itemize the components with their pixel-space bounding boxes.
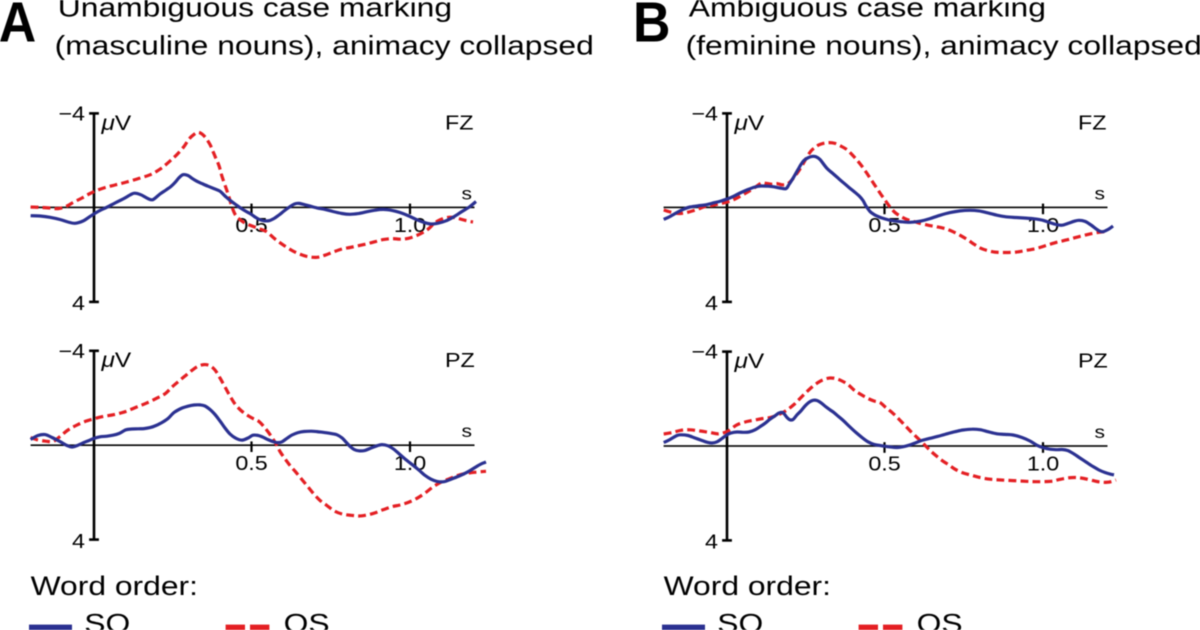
svg-text:−4: −4	[58, 102, 85, 125]
svg-text:Word order:: Word order:	[664, 571, 831, 601]
svg-text:1.0: 1.0	[1027, 452, 1059, 475]
svg-text:Unambiguous case marking: Unambiguous case marking	[58, 0, 452, 23]
svg-text:s: s	[1095, 422, 1106, 442]
svg-text:A: A	[0, 0, 36, 54]
svg-text:μV: μV	[100, 348, 132, 372]
svg-text:μV: μV	[733, 349, 765, 373]
svg-text:Ambiguous case marking: Ambiguous case marking	[689, 0, 1046, 23]
svg-text:(masculine nouns), animacy col: (masculine nouns), animacy collapsed	[55, 31, 594, 61]
svg-text:−4: −4	[691, 102, 718, 125]
svg-text:OS: OS	[284, 609, 330, 630]
svg-text:Word order:: Word order:	[31, 571, 198, 601]
svg-text:0.5: 0.5	[868, 214, 900, 237]
svg-text:FZ: FZ	[1078, 111, 1106, 134]
svg-text:PZ: PZ	[445, 348, 475, 371]
svg-text:FZ: FZ	[445, 111, 473, 134]
svg-text:−4: −4	[58, 339, 85, 362]
svg-text:s: s	[462, 184, 473, 204]
svg-text:SO: SO	[84, 609, 130, 630]
svg-text:SO: SO	[717, 609, 763, 630]
svg-text:4: 4	[72, 292, 85, 315]
svg-text:B: B	[633, 0, 670, 54]
svg-text:μV: μV	[100, 110, 132, 134]
svg-text:s: s	[1095, 184, 1106, 204]
svg-text:PZ: PZ	[1078, 349, 1108, 372]
svg-text:−4: −4	[691, 340, 718, 363]
svg-text:OS: OS	[917, 609, 963, 630]
svg-text:4: 4	[72, 529, 85, 552]
svg-text:μV: μV	[733, 110, 765, 134]
svg-text:0.5: 0.5	[235, 451, 267, 474]
svg-text:(feminine nouns), animacy coll: (feminine nouns), animacy collapsed	[686, 31, 1200, 61]
svg-text:4: 4	[705, 292, 718, 315]
svg-text:0.5: 0.5	[868, 452, 900, 475]
svg-text:4: 4	[705, 530, 718, 553]
svg-text:s: s	[462, 422, 473, 442]
